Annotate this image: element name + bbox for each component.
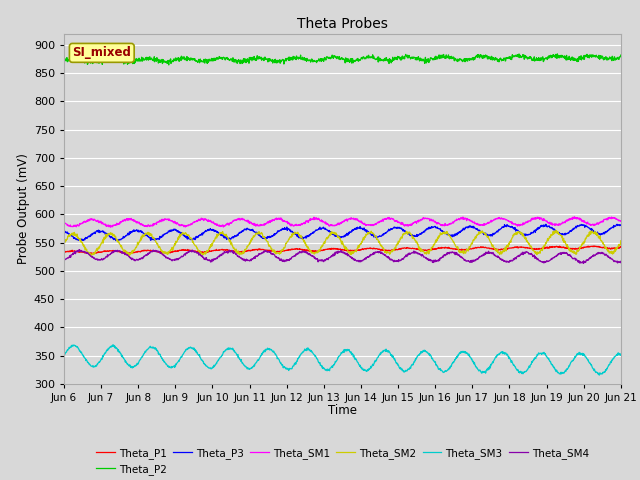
Line: Theta_P1: Theta_P1 xyxy=(64,246,621,254)
Theta_P2 xyxy=(554,51,561,57)
Line: Theta_SM4: Theta_SM4 xyxy=(64,250,621,264)
Theta_P3 xyxy=(378,233,385,239)
Line: Theta_P3: Theta_P3 xyxy=(64,224,621,240)
Theta_SM1 xyxy=(103,223,111,229)
Theta_SM4 xyxy=(104,252,111,258)
Theta_P2 xyxy=(378,57,385,62)
Theta_P3 xyxy=(126,229,134,235)
Theta_P1 xyxy=(617,244,625,250)
Theta_SM3 xyxy=(103,348,111,354)
Theta_P1 xyxy=(104,248,111,254)
Theta_SM4 xyxy=(579,261,587,266)
Theta_P1 xyxy=(297,247,305,252)
Theta_SM3 xyxy=(378,349,385,355)
Line: Theta_P2: Theta_P2 xyxy=(64,54,621,65)
Theta_P1 xyxy=(60,250,68,255)
Theta_P2 xyxy=(165,62,173,68)
Theta_P3 xyxy=(617,223,625,228)
Theta_SM1 xyxy=(107,224,115,230)
Theta_P2 xyxy=(60,58,68,64)
Text: SI_mixed: SI_mixed xyxy=(72,47,131,60)
Theta_P3 xyxy=(613,221,621,227)
Theta_P1 xyxy=(85,251,93,257)
Theta_SM2 xyxy=(318,242,326,248)
Theta_SM1 xyxy=(378,219,385,225)
Theta_SM2 xyxy=(552,228,560,233)
Theta_P1 xyxy=(591,243,598,249)
Theta_SM1 xyxy=(570,214,578,220)
Title: Theta Probes: Theta Probes xyxy=(297,17,388,31)
Theta_SM3 xyxy=(617,352,625,358)
Theta_P2 xyxy=(308,57,316,63)
Theta_SM3 xyxy=(318,363,326,369)
Theta_SM3 xyxy=(308,349,316,355)
Theta_SM2 xyxy=(126,252,134,257)
Theta_SM2 xyxy=(103,232,111,238)
Theta_P1 xyxy=(308,248,316,254)
Theta_P3 xyxy=(103,231,111,237)
Theta_SM3 xyxy=(595,372,603,378)
X-axis label: Time: Time xyxy=(328,405,357,418)
Theta_SM2 xyxy=(308,251,316,256)
Theta_P2 xyxy=(318,58,326,63)
Theta_SM4 xyxy=(297,250,305,255)
Theta_SM4 xyxy=(60,255,68,261)
Theta_SM2 xyxy=(378,243,385,249)
Line: Theta_SM2: Theta_SM2 xyxy=(64,230,621,256)
Theta_SM1 xyxy=(60,221,68,227)
Theta_SM4 xyxy=(378,251,385,256)
Theta_SM4 xyxy=(308,253,316,259)
Theta_P2 xyxy=(617,52,625,58)
Theta_SM3 xyxy=(60,353,68,359)
Line: Theta_SM3: Theta_SM3 xyxy=(64,345,621,375)
Theta_SM1 xyxy=(617,218,625,224)
Theta_P3 xyxy=(112,238,120,243)
Y-axis label: Probe Output (mV): Probe Output (mV) xyxy=(17,154,29,264)
Theta_SM3 xyxy=(297,352,305,358)
Theta_P3 xyxy=(60,228,68,234)
Theta_SM1 xyxy=(126,217,134,223)
Theta_SM4 xyxy=(318,257,326,263)
Theta_SM2 xyxy=(297,233,305,239)
Theta_SM2 xyxy=(617,238,625,243)
Theta_SM4 xyxy=(617,258,625,264)
Theta_SM2 xyxy=(60,240,68,246)
Theta_P3 xyxy=(318,225,326,231)
Theta_P1 xyxy=(318,248,326,253)
Theta_SM2 xyxy=(125,253,133,259)
Theta_SM4 xyxy=(126,255,134,261)
Theta_SM3 xyxy=(109,342,117,348)
Theta_P3 xyxy=(308,230,316,236)
Legend: Theta_P1, Theta_P2, Theta_P3, Theta_SM1, Theta_SM2, Theta_SM3, Theta_SM4: Theta_P1, Theta_P2, Theta_P3, Theta_SM1,… xyxy=(92,444,593,479)
Theta_SM3 xyxy=(126,363,134,369)
Theta_SM1 xyxy=(297,222,305,228)
Line: Theta_SM1: Theta_SM1 xyxy=(64,217,621,227)
Theta_P1 xyxy=(126,250,134,255)
Theta_P2 xyxy=(103,58,111,64)
Theta_SM1 xyxy=(308,216,316,221)
Theta_P2 xyxy=(126,59,134,64)
Theta_SM1 xyxy=(318,219,326,225)
Theta_P3 xyxy=(297,235,305,240)
Theta_P1 xyxy=(378,247,385,252)
Theta_P2 xyxy=(297,52,305,58)
Theta_SM4 xyxy=(76,247,83,252)
